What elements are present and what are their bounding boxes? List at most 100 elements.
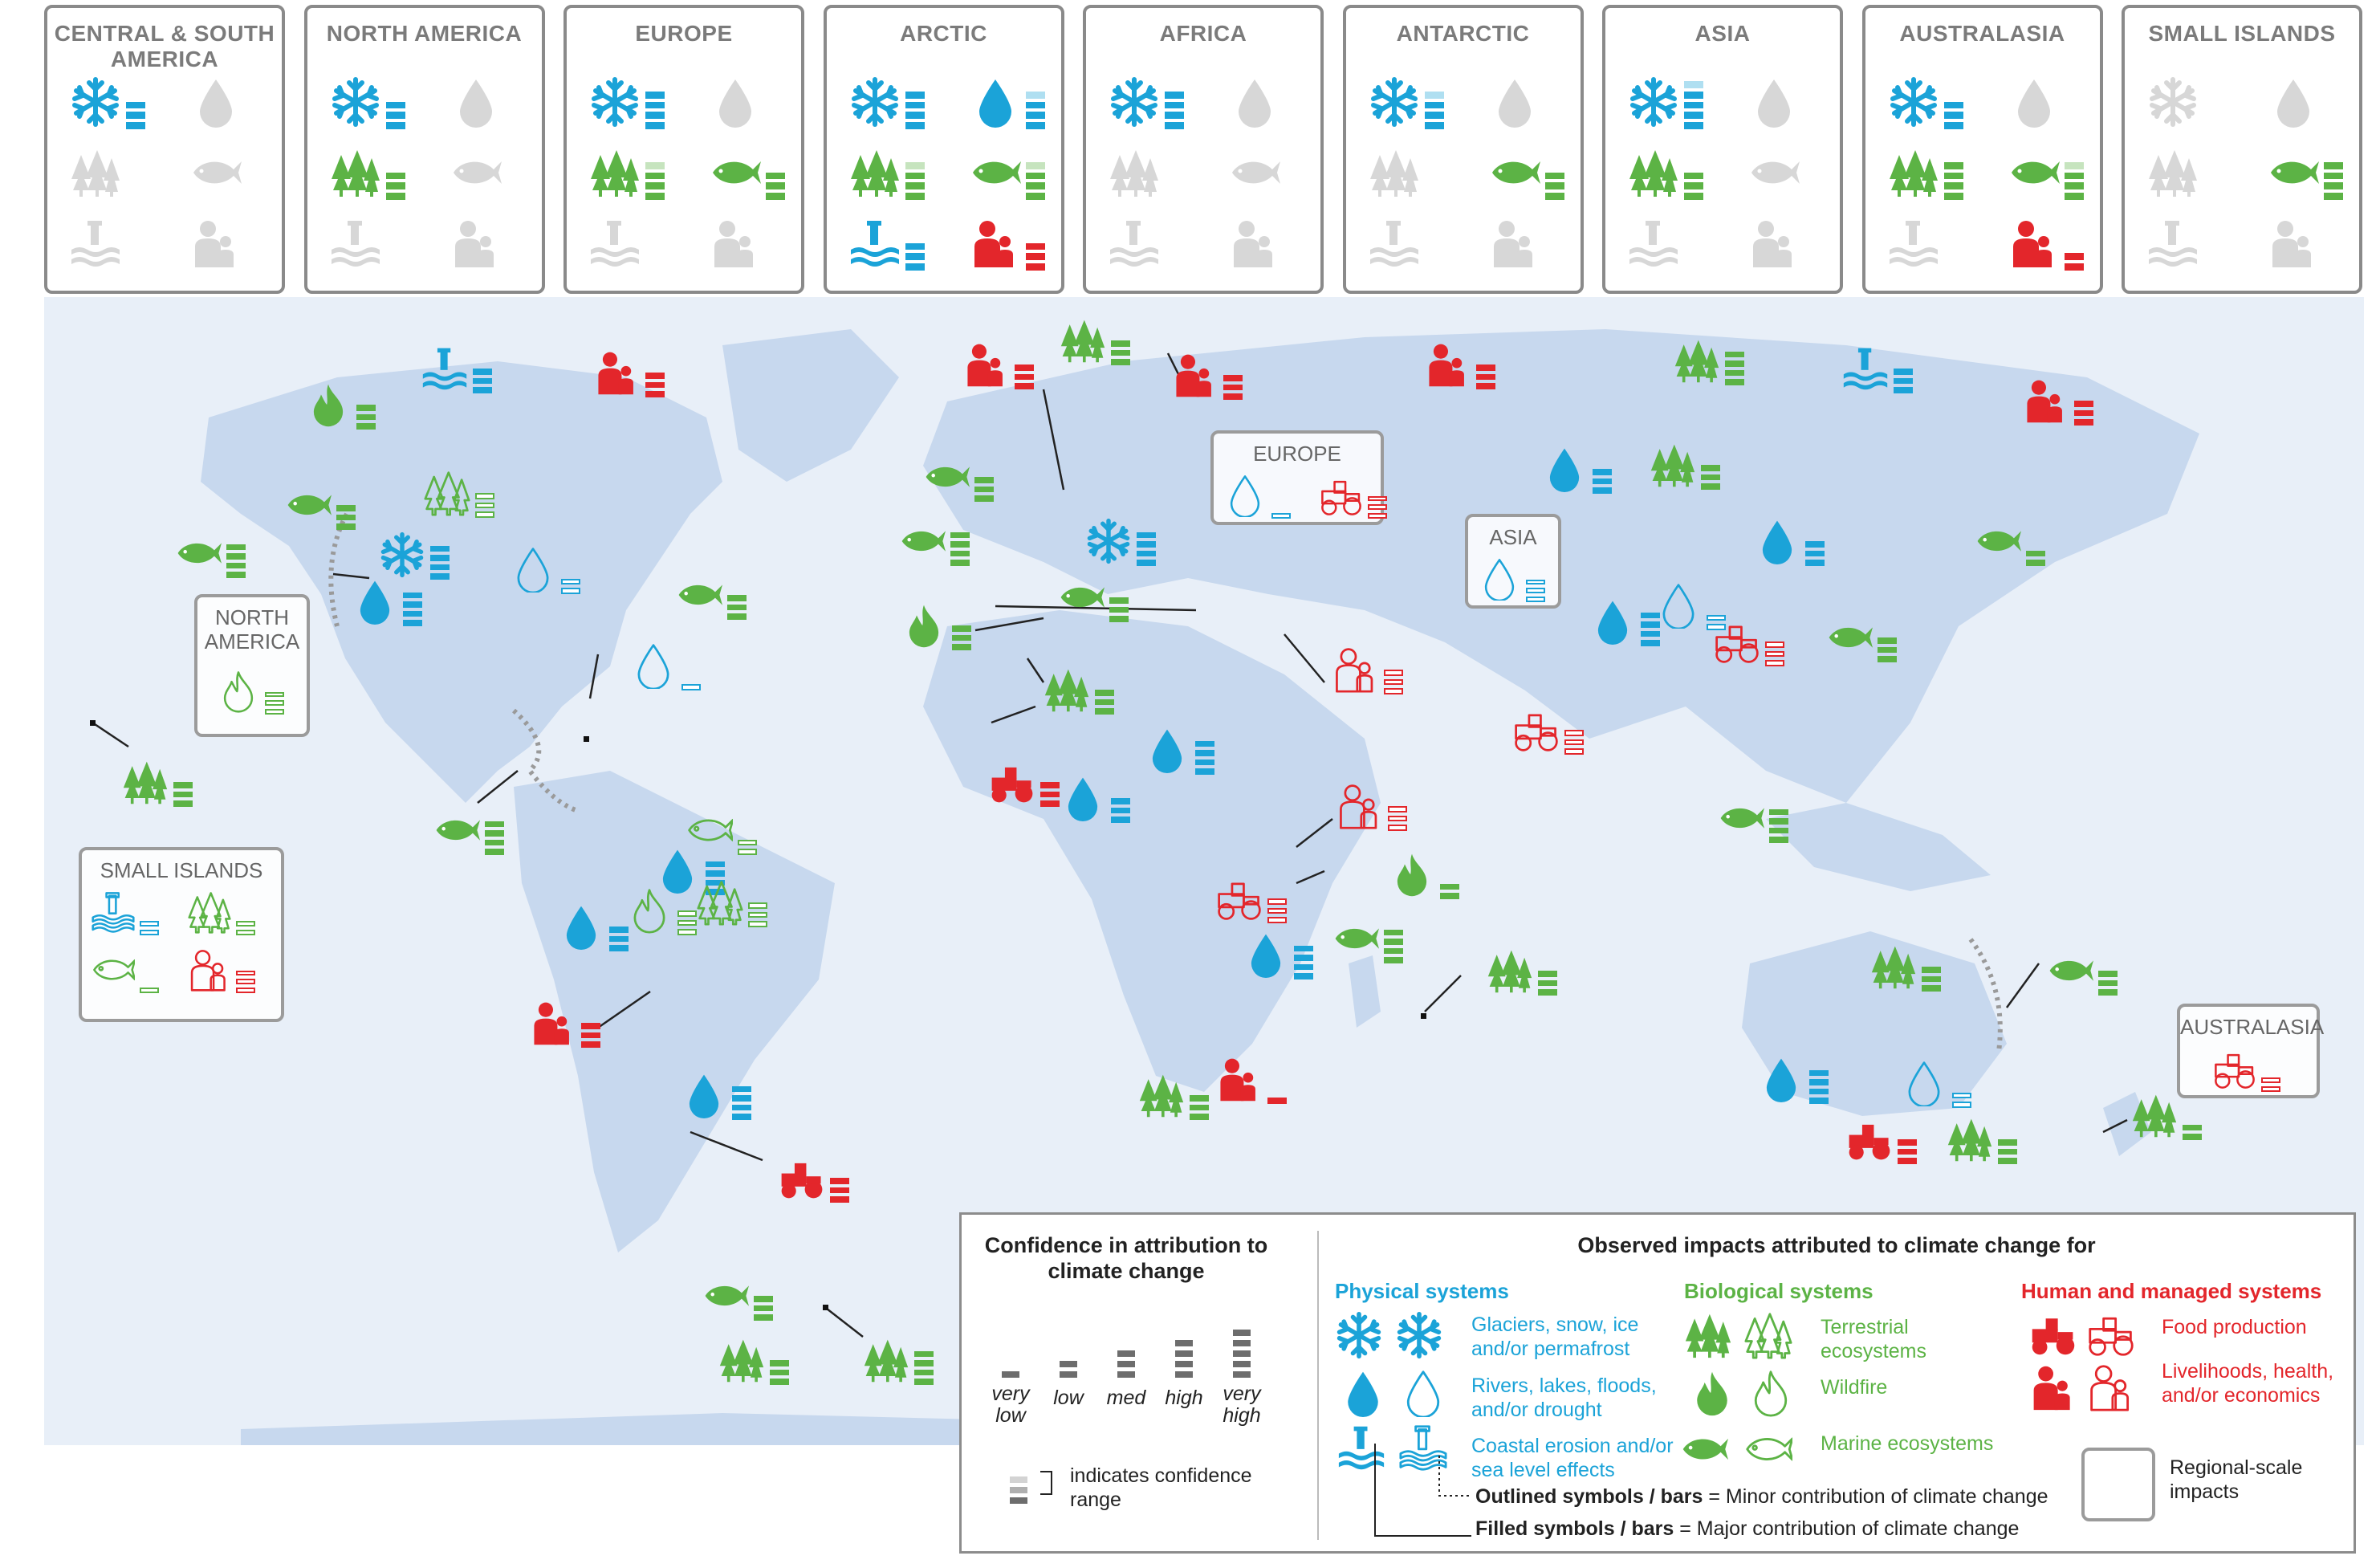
confidence-bar bbox=[770, 1369, 789, 1376]
coast-icon bbox=[1369, 218, 1420, 269]
fish-icon bbox=[433, 807, 480, 853]
confidence-bar bbox=[1526, 597, 1545, 602]
north-america-land bbox=[201, 361, 722, 803]
map-marker-fish bbox=[285, 482, 365, 533]
panel-cell bbox=[1888, 76, 1976, 132]
confidence-bar bbox=[1805, 550, 1825, 557]
people-icon bbox=[2008, 218, 2060, 269]
confidence-bar bbox=[1388, 825, 1407, 831]
confidence-bar bbox=[485, 839, 504, 846]
confidence-bar bbox=[1109, 597, 1129, 604]
confidence-bar bbox=[905, 122, 925, 129]
confidence-bar bbox=[1898, 1139, 1917, 1146]
panel-cell bbox=[450, 76, 539, 132]
fire-icon bbox=[901, 602, 947, 649]
map-marker-bars bbox=[1015, 344, 1034, 391]
confidence-bar bbox=[905, 182, 925, 190]
confidence-bar bbox=[336, 514, 356, 521]
confidence-bar bbox=[1765, 650, 1784, 658]
map-marker-bars bbox=[1922, 947, 1941, 993]
fish-icon bbox=[676, 572, 722, 618]
fish-icon bbox=[2008, 147, 2060, 198]
confidence-bar bbox=[336, 523, 356, 530]
panel-cell-bars bbox=[1943, 79, 1963, 131]
confidence-bar bbox=[1564, 739, 1584, 746]
map-marker-tree bbox=[1138, 1072, 1218, 1123]
panel-cell bbox=[710, 218, 798, 274]
tree-icon bbox=[1628, 147, 1679, 198]
map-marker-people bbox=[2023, 377, 2103, 429]
map-marker-fish bbox=[899, 518, 979, 569]
map-marker-bars bbox=[1998, 1119, 2017, 1166]
confidence-bar bbox=[1878, 637, 1897, 644]
confidence-bar bbox=[1701, 483, 1720, 490]
confidence-bar bbox=[905, 161, 925, 169]
map-marker-bars bbox=[1384, 918, 1403, 965]
confidence-bar bbox=[403, 601, 422, 608]
confidence-bar bbox=[645, 193, 665, 200]
confidence-bar bbox=[385, 122, 405, 129]
greenland-land bbox=[722, 329, 899, 482]
confidence-bar bbox=[1725, 379, 1744, 385]
map-marker-drop bbox=[681, 1072, 761, 1123]
map-marker-tree bbox=[1870, 943, 1951, 995]
panel-cell bbox=[1748, 147, 1837, 203]
panel-cell-bars bbox=[2203, 79, 2223, 131]
human-systems-title: Human and managed systems bbox=[2021, 1279, 2322, 1303]
panel-cell bbox=[1369, 147, 1457, 203]
confidence-bar bbox=[609, 945, 629, 951]
drop-icon bbox=[654, 847, 701, 894]
map-marker-snowflake bbox=[1085, 518, 1166, 569]
map-marker-bars bbox=[1805, 521, 1825, 568]
confidence-bar bbox=[1111, 349, 1130, 356]
coast-icon bbox=[1628, 218, 1679, 269]
confidence-bar bbox=[1684, 101, 1703, 109]
confidence-bar bbox=[1943, 122, 1963, 129]
map-marker-bars bbox=[952, 605, 971, 652]
confidence-bar bbox=[1111, 359, 1130, 365]
people-icon bbox=[190, 218, 242, 269]
map-marker-bars bbox=[1195, 730, 1214, 776]
map-marker-snowflake bbox=[379, 531, 459, 583]
confidence-bar bbox=[403, 610, 422, 617]
people-icon bbox=[1748, 218, 1800, 269]
confidence-bar bbox=[2324, 161, 2343, 169]
confidence-bar bbox=[1701, 474, 1720, 481]
drop-icon bbox=[510, 546, 556, 594]
panel-cell-bars bbox=[1285, 221, 1304, 272]
map-marker-drop bbox=[510, 546, 590, 597]
legend-range-bar bbox=[1010, 1497, 1027, 1504]
people-icon bbox=[1489, 218, 1540, 269]
panel-title: NORTH AMERICA bbox=[326, 21, 523, 46]
map-marker-bars bbox=[173, 762, 193, 808]
confidence-bar bbox=[473, 387, 492, 393]
map-marker-fish bbox=[433, 807, 514, 858]
confidence-bar bbox=[770, 1379, 789, 1385]
fish-icon bbox=[1058, 574, 1105, 621]
tree-icon bbox=[1888, 147, 1939, 198]
fish-icon bbox=[1975, 518, 2021, 564]
map-marker-drop bbox=[558, 903, 638, 955]
confidence-bar bbox=[754, 1305, 773, 1312]
confidence-bar bbox=[1707, 614, 1726, 621]
map-marker-bars bbox=[1809, 1059, 1829, 1106]
confidence-bar bbox=[1223, 393, 1243, 400]
confidence-bar bbox=[905, 193, 925, 200]
map-marker-bars bbox=[1223, 355, 1243, 401]
map-marker-drop bbox=[1144, 727, 1224, 778]
legend-fish-outline-icon bbox=[1744, 1425, 1794, 1473]
legend-people-filled-icon bbox=[2029, 1363, 2077, 1411]
panel-africa: AFRICA bbox=[1083, 5, 1324, 294]
map-marker-bars bbox=[2183, 1095, 2202, 1142]
confidence-bar bbox=[1943, 101, 1963, 109]
panel-cell bbox=[1489, 147, 1577, 203]
panel-cell-bars bbox=[1684, 79, 1703, 131]
leader-endpoints bbox=[90, 720, 1426, 1310]
snowflake-icon bbox=[70, 76, 121, 128]
map-marker-bars bbox=[1267, 1059, 1287, 1106]
legend-confidence-bar bbox=[1233, 1350, 1251, 1357]
confidence-bar bbox=[1015, 383, 1034, 389]
panel-cell-bars bbox=[1545, 79, 1564, 131]
confidence-bar bbox=[1805, 560, 1825, 566]
legend-wildfire-label: Wildfire bbox=[1821, 1376, 1888, 1399]
